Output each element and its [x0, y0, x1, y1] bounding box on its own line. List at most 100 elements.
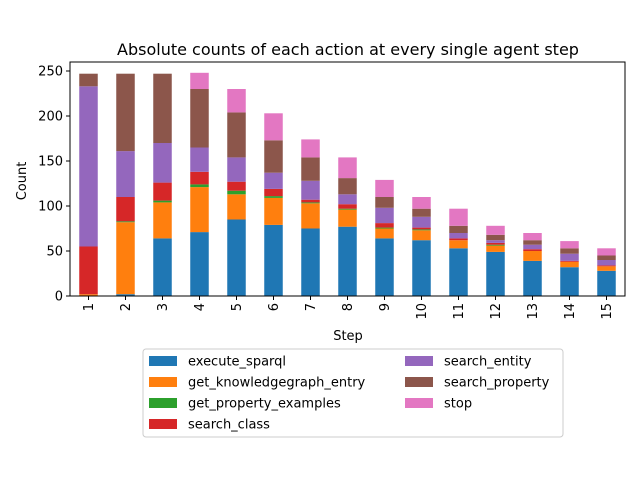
bar-segment-search-entity-step-15 — [597, 260, 616, 266]
bar-segment-execute-sparql-step-2 — [116, 294, 135, 296]
legend-swatch-get-knowledgegraph-entry — [149, 377, 177, 387]
bar-segment-stop-step-5 — [227, 89, 246, 113]
bar-segment-search-property-step-3 — [153, 73, 172, 143]
y-tick-label: 0 — [55, 290, 63, 305]
x-tick-label: 9 — [378, 303, 393, 311]
bars-group — [79, 72, 616, 296]
bar-segment-execute-sparql-step-8 — [338, 226, 357, 296]
bar-segment-search-class-step-13 — [523, 249, 542, 251]
bar-segment-search-property-step-9 — [375, 197, 394, 208]
x-tick-label: 3 — [156, 303, 171, 311]
bar-segment-search-property-step-7 — [301, 157, 320, 181]
legend-label-stop: stop — [444, 397, 472, 412]
bar-segment-get-property-examples-step-5 — [227, 190, 246, 195]
bar-segment-stop-step-14 — [560, 241, 579, 249]
bar-segment-execute-sparql-step-12 — [486, 251, 505, 296]
bar-segment-get-knowledgegraph-entry-step-10 — [412, 230, 431, 241]
bar-segment-execute-sparql-step-13 — [523, 260, 542, 296]
legend-swatch-stop — [405, 398, 433, 408]
bar-segment-search-class-step-7 — [301, 199, 320, 203]
bar-segment-get-knowledgegraph-entry-step-5 — [227, 194, 246, 220]
bar-segment-stop-step-11 — [449, 208, 468, 226]
bar-segment-search-class-step-5 — [227, 181, 246, 191]
bar-segment-get-property-examples-step-6 — [264, 196, 283, 198]
bar-segment-get-property-examples-step-3 — [153, 200, 172, 203]
bar-segment-stop-step-4 — [190, 72, 209, 89]
bar-segment-get-property-examples-step-8 — [338, 208, 357, 210]
bar-segment-stop-step-15 — [597, 248, 616, 256]
x-tick-label: 4 — [193, 303, 208, 311]
bar-segment-stop-step-8 — [338, 157, 357, 179]
bar-segment-get-knowledgegraph-entry-step-13 — [523, 251, 542, 261]
bar-segment-search-property-step-14 — [560, 248, 579, 254]
bar-segment-search-property-step-8 — [338, 178, 357, 195]
bar-segment-search-property-step-6 — [264, 140, 283, 173]
bar-segment-get-property-examples-step-4 — [190, 184, 209, 188]
x-tick-label: 2 — [119, 303, 134, 311]
bar-segment-search-property-step-1 — [79, 73, 98, 87]
bar-segment-execute-sparql-step-3 — [153, 238, 172, 296]
bar-segment-search-property-step-5 — [227, 112, 246, 158]
bar-segment-search-entity-step-1 — [79, 86, 98, 247]
bar-segment-search-class-step-3 — [153, 182, 172, 201]
legend-label-execute-sparql: execute_sparql — [188, 355, 286, 370]
bar-segment-execute-sparql-step-10 — [412, 240, 431, 296]
legend-swatch-search-entity — [405, 356, 433, 366]
bar-segment-stop-step-12 — [486, 225, 505, 235]
bar-segment-search-class-step-6 — [264, 188, 283, 197]
x-tick-label: 8 — [341, 303, 356, 311]
bar-segment-search-entity-step-14 — [560, 253, 579, 261]
bar-segment-search-entity-step-9 — [375, 207, 394, 224]
legend-label-search-class: search_class — [188, 418, 270, 433]
bar-segment-get-knowledgegraph-entry-step-4 — [190, 187, 209, 233]
bar-segment-search-class-step-1 — [79, 246, 98, 295]
bar-segment-execute-sparql-step-15 — [597, 270, 616, 296]
x-tick-label: 12 — [489, 303, 504, 320]
bar-segment-get-knowledgegraph-entry-step-6 — [264, 197, 283, 225]
bar-segment-get-knowledgegraph-entry-step-2 — [116, 222, 135, 295]
bar-segment-get-knowledgegraph-entry-step-12 — [486, 245, 505, 252]
legend-box — [142, 348, 564, 438]
bar-segment-search-entity-step-3 — [153, 143, 172, 183]
bar-segment-get-knowledgegraph-entry-step-7 — [301, 203, 320, 229]
bar-segment-get-property-examples-step-9 — [375, 227, 394, 229]
y-tick-label: 150 — [38, 155, 63, 170]
bar-segment-search-entity-step-7 — [301, 180, 320, 200]
x-tick-label: 14 — [563, 303, 578, 320]
legend-label-get-property-examples: get_property_examples — [188, 397, 341, 412]
bar-segment-get-knowledgegraph-entry-step-1 — [79, 294, 98, 296]
bar-segment-search-property-step-15 — [597, 255, 616, 260]
bar-segment-stop-step-13 — [523, 233, 542, 241]
x-tick-label: 6 — [267, 303, 282, 311]
x-axis-label: Step — [333, 329, 363, 344]
bar-segment-execute-sparql-step-4 — [190, 232, 209, 296]
x-tick-label: 7 — [304, 303, 319, 311]
bar-segment-search-class-step-10 — [412, 227, 431, 230]
bar-segment-search-class-step-2 — [116, 197, 135, 222]
bar-segment-search-class-step-11 — [449, 238, 468, 241]
bar-segment-search-class-step-14 — [560, 260, 579, 262]
bar-segment-search-property-step-2 — [116, 73, 135, 152]
bar-segment-get-knowledgegraph-entry-step-14 — [560, 261, 579, 268]
bar-segment-get-property-examples-step-2 — [116, 221, 135, 223]
bar-segment-get-knowledgegraph-entry-step-3 — [153, 202, 172, 239]
bar-segment-search-property-step-11 — [449, 225, 468, 233]
bar-segment-execute-sparql-step-11 — [449, 248, 468, 296]
bar-segment-get-property-examples-step-12 — [486, 244, 505, 246]
x-tick-label: 1 — [82, 303, 97, 311]
legend-swatch-execute-sparql — [149, 356, 177, 366]
chart-title: Absolute counts of each action at every … — [117, 40, 579, 59]
bar-segment-search-class-step-15 — [597, 265, 616, 267]
bar-segment-execute-sparql-step-9 — [375, 238, 394, 296]
bar-segment-execute-sparql-step-5 — [227, 219, 246, 296]
bar-segment-search-entity-step-11 — [449, 233, 468, 239]
bar-segment-get-property-examples-step-7 — [301, 202, 320, 204]
legend-swatch-search-class — [149, 419, 177, 429]
y-axis-label: Count — [15, 162, 30, 201]
bar-segment-search-property-step-4 — [190, 89, 209, 148]
bar-segment-search-entity-step-12 — [486, 240, 505, 243]
bar-segment-get-knowledgegraph-entry-step-9 — [375, 228, 394, 239]
legend-label-search-property: search_property — [444, 376, 550, 391]
legend-swatch-search-property — [405, 377, 433, 387]
